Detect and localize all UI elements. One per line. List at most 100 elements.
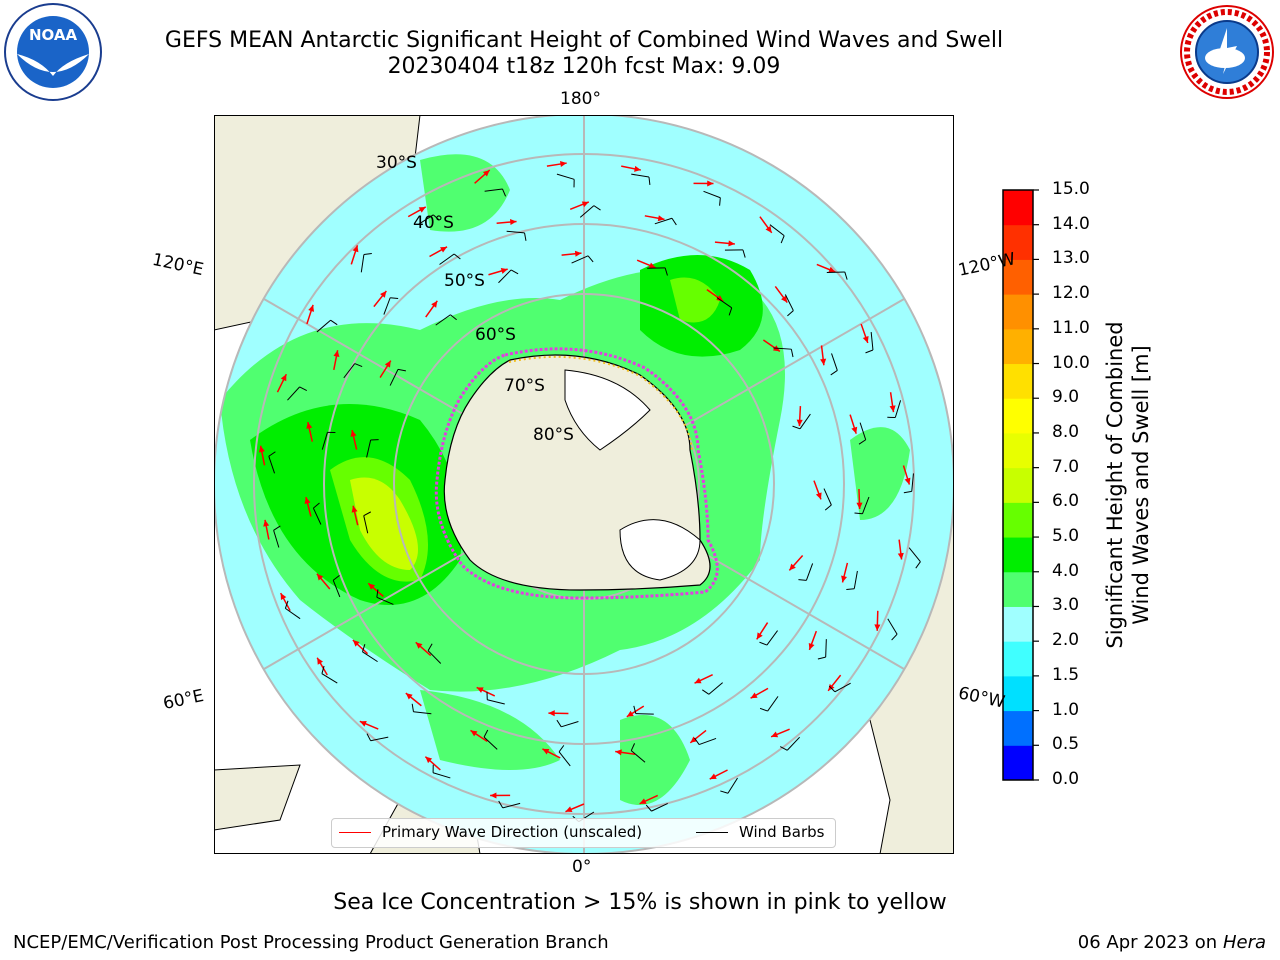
colorbar-segment xyxy=(1003,224,1033,260)
colorbar-tick-label: 5.0 xyxy=(1052,526,1080,547)
wave-arrow xyxy=(352,639,369,655)
colorbar-tick-label: 1.5 xyxy=(1052,664,1080,685)
wave-arrow xyxy=(429,246,448,258)
lat-label-80s: 80°S xyxy=(533,425,574,445)
wind-barb xyxy=(483,729,498,750)
wind-barb xyxy=(865,332,874,354)
wind-barb xyxy=(759,696,779,712)
wind-barb xyxy=(779,736,800,751)
colorbar-segment xyxy=(1003,745,1033,781)
nws-logo xyxy=(1177,2,1277,102)
wave-arrow xyxy=(565,803,585,813)
wave-arrow xyxy=(333,350,340,371)
colorbar-tick-label: 6.0 xyxy=(1052,491,1080,512)
wind-barb xyxy=(773,347,794,358)
wind-barb xyxy=(633,705,654,715)
wave-arrow xyxy=(470,729,488,743)
colorbar-segment xyxy=(1003,432,1033,469)
wave-arrow xyxy=(841,562,849,583)
wave-arrow xyxy=(816,263,836,273)
wind-barb xyxy=(571,255,594,264)
wave-arrow xyxy=(759,216,773,234)
wind-barb xyxy=(316,319,338,333)
wave-arrow xyxy=(367,582,384,598)
wind-barb xyxy=(376,589,394,605)
lat-label-70s: 70°S xyxy=(504,376,545,396)
wave-arrow xyxy=(359,720,379,730)
wind-barb xyxy=(389,368,406,386)
wave-arrow xyxy=(546,161,567,168)
wave-arrow xyxy=(474,169,491,184)
wind-barb xyxy=(435,314,457,326)
wave-arrow xyxy=(425,300,438,318)
wave-arrow xyxy=(709,769,728,780)
wind-barb xyxy=(792,413,811,430)
wind-barb xyxy=(724,249,746,258)
colorbar-segment xyxy=(1003,537,1033,573)
wave-arrow xyxy=(304,496,312,517)
wind-barb xyxy=(654,217,677,226)
sea-ice-note: Sea Ice Concentration > 15% is shown in … xyxy=(333,890,947,915)
wind-barb xyxy=(343,363,363,379)
wind-barb xyxy=(830,353,838,376)
wind-barb xyxy=(273,525,281,548)
wave-arrow xyxy=(490,792,511,799)
wind-barb xyxy=(411,703,432,715)
colorbar-segment xyxy=(1003,328,1033,365)
wave-arrow xyxy=(542,748,561,759)
wind-barbs xyxy=(268,173,921,823)
swh-5-6m-east xyxy=(670,277,720,323)
wind-barbs-legend-label: Wind Barbs xyxy=(739,823,825,841)
wave-arrow xyxy=(689,729,707,744)
colorbar-tick-label: 13.0 xyxy=(1052,248,1090,269)
footer-host: Hera xyxy=(1222,932,1266,953)
wave-direction-arrows xyxy=(258,161,911,813)
wind-barb xyxy=(703,190,721,206)
colorbar-outline xyxy=(1002,189,1034,781)
colorbar-tick-label: 10.0 xyxy=(1052,352,1090,373)
footer-branch: NCEP/EMC/Verification Post Processing Pr… xyxy=(13,932,609,953)
wind-barb xyxy=(823,488,832,511)
sea-ice-edge xyxy=(434,347,719,600)
wind-barbs-legend-line xyxy=(696,832,728,833)
wind-barb xyxy=(630,743,646,763)
lat-label-30s: 30°S xyxy=(376,153,417,173)
colorbar-tick-label: 12.0 xyxy=(1052,283,1090,304)
wind-barb xyxy=(702,682,723,695)
colorbar-segment xyxy=(1003,641,1033,677)
wave-arrow xyxy=(561,250,582,257)
colorbar-tick-label: 8.0 xyxy=(1052,421,1080,442)
wave-arrow xyxy=(379,360,392,378)
wind-barb xyxy=(363,511,372,534)
wind-barb xyxy=(556,719,579,728)
wave-arrow xyxy=(316,573,331,590)
wave-arrow xyxy=(644,215,665,222)
wind-barb xyxy=(903,473,914,494)
footer-date: 06 Apr 2023 on Hera xyxy=(1077,932,1266,953)
wave-arrow xyxy=(808,630,818,651)
colorbar-segment xyxy=(1003,675,1033,712)
wave-arrow xyxy=(569,201,590,211)
colorbar-segment xyxy=(1003,606,1033,642)
wind-barb xyxy=(631,173,651,186)
wave-arrow xyxy=(405,692,422,707)
wave-arrow xyxy=(770,728,790,738)
wave-arrow xyxy=(820,345,827,366)
wind-barb xyxy=(486,691,505,705)
wind-barb xyxy=(846,570,858,590)
swh-3-4m-ne xyxy=(850,427,910,520)
wind-barb xyxy=(854,496,870,515)
colorbar-tick-label: 0.5 xyxy=(1052,734,1080,755)
colorbar-segment xyxy=(1003,363,1033,399)
wind-barb xyxy=(439,253,461,265)
wave-direction-legend-line xyxy=(339,832,371,833)
wave-arrow xyxy=(849,414,858,434)
wave-arrow xyxy=(316,657,328,676)
wave-arrow xyxy=(488,267,508,276)
wind-barb xyxy=(321,431,336,450)
wind-barb xyxy=(312,502,322,525)
lon-label-180: 180° xyxy=(560,89,601,109)
lat-label-60s: 60°S xyxy=(475,325,516,345)
wave-arrow xyxy=(407,206,427,218)
wave-arrow xyxy=(788,554,804,571)
